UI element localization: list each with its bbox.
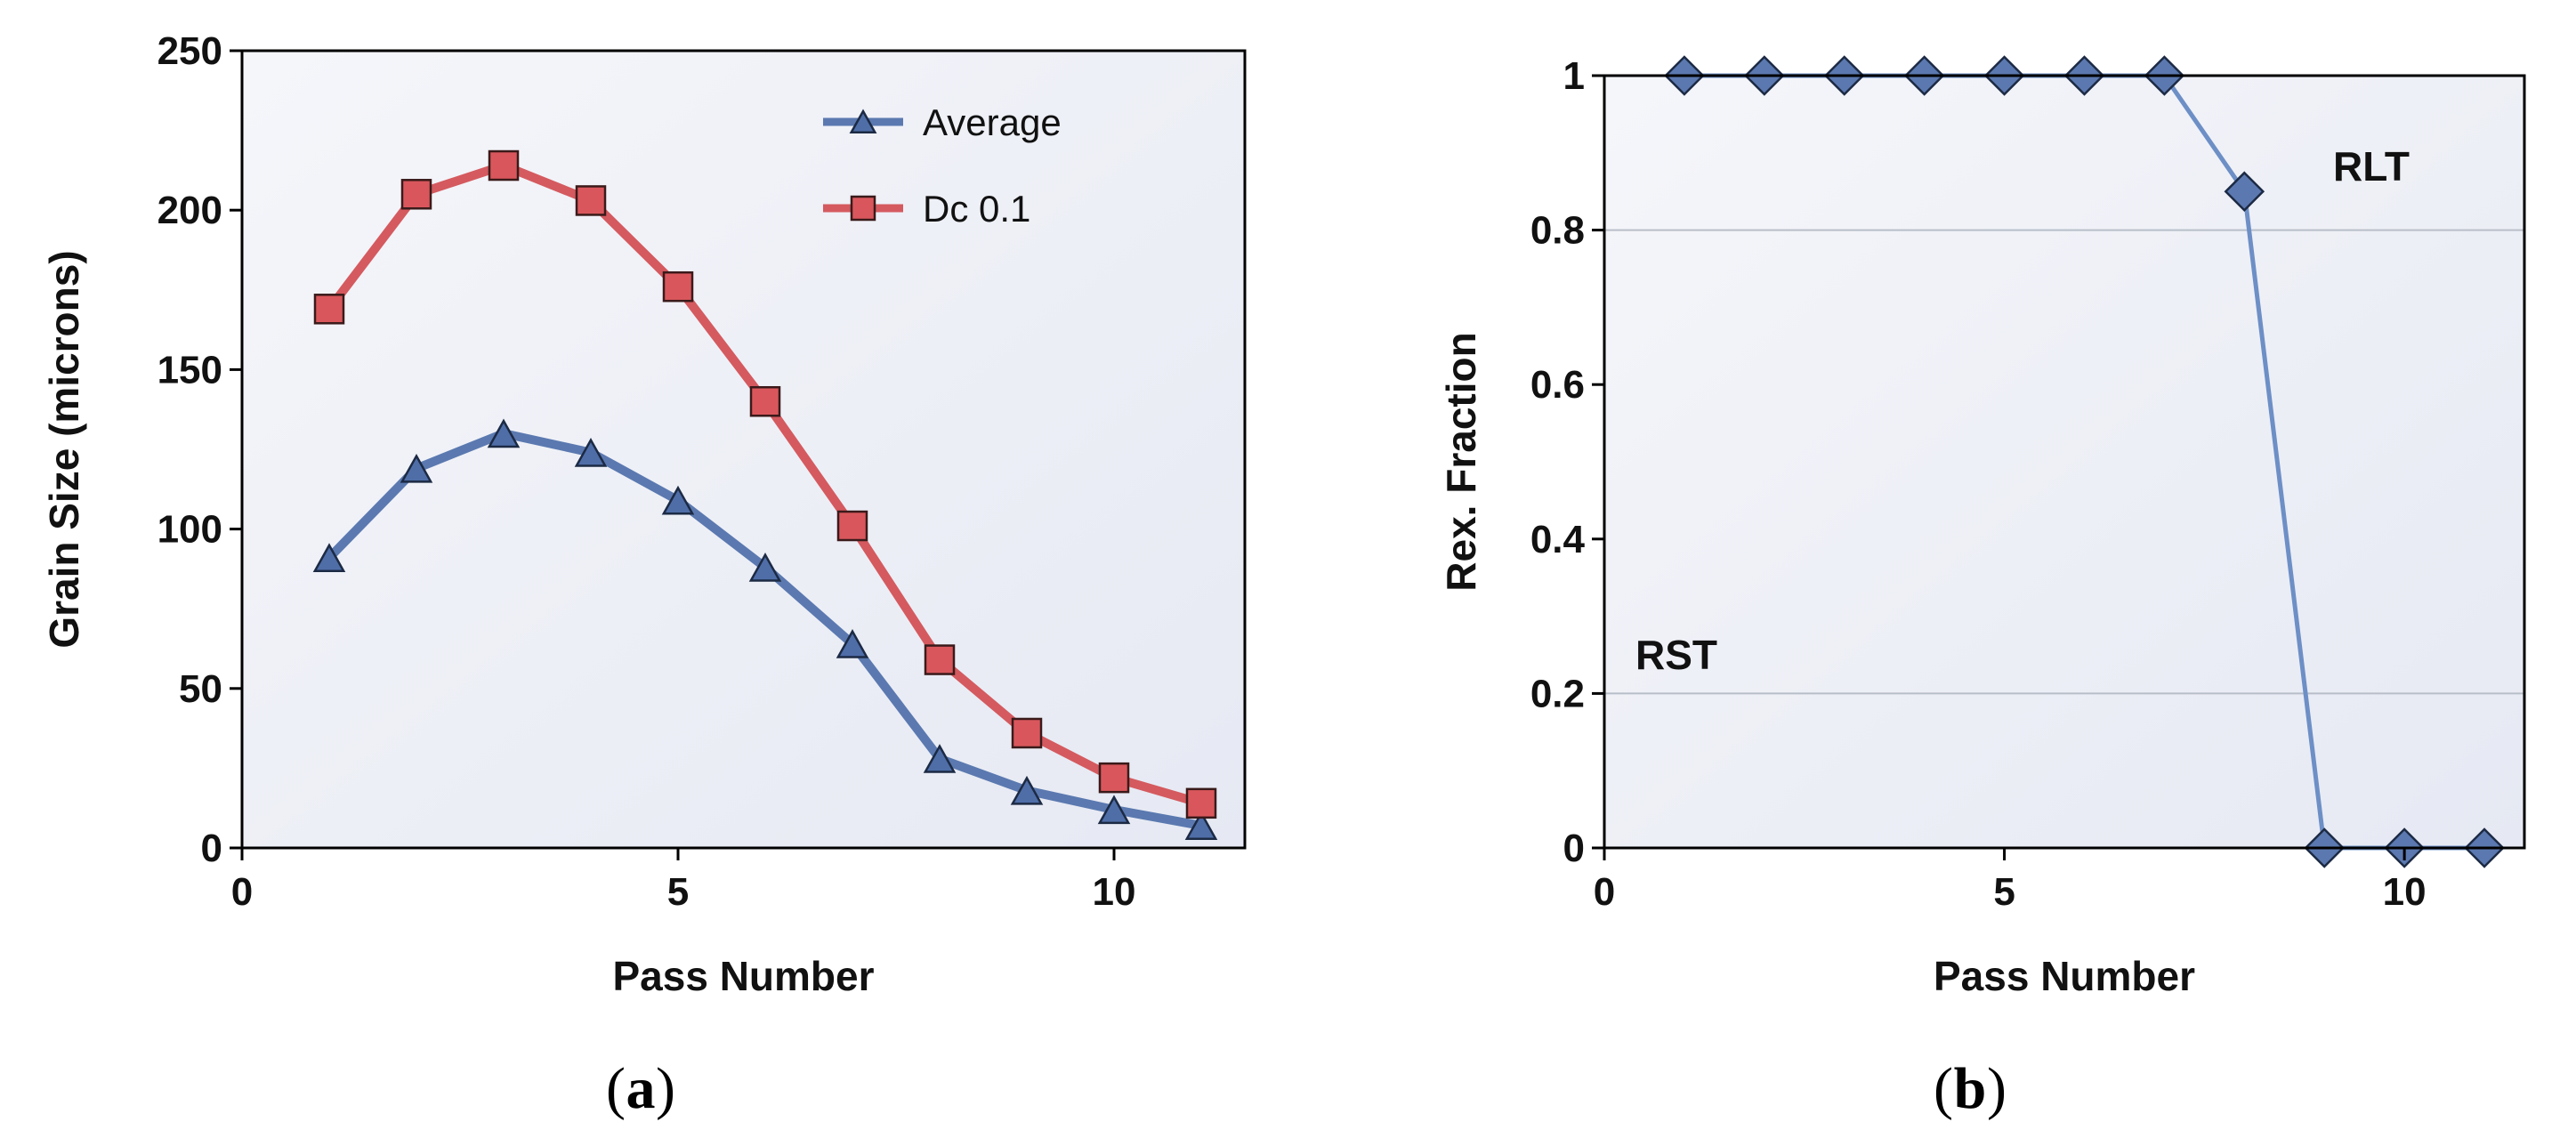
y-tick-label-a: 150 — [157, 348, 222, 391]
panel-b: 00.20.40.60.810 5 10 Pass Number Rex. Frac… — [1438, 54, 2526, 1121]
x-axis-title-b: Pass Number — [1934, 953, 2195, 999]
y-tick-label-a: 0 — [201, 827, 222, 870]
data-point-average — [1010, 775, 1044, 805]
y-tick-label-b: 0.6 — [1530, 363, 1585, 407]
data-point-dc — [836, 510, 868, 542]
caption-a: ( a ) — [606, 1056, 675, 1121]
data-point-dc — [575, 185, 607, 216]
x-tick-label-b: 5 — [1993, 870, 2015, 914]
y-tick-label-b: 1 — [1563, 54, 1585, 98]
data-point-average — [574, 438, 608, 467]
annotation-rlt: RLT — [2333, 143, 2410, 190]
y-tick-label-b: 0.8 — [1530, 209, 1585, 253]
y-tick-label-b: 0.2 — [1530, 672, 1585, 715]
plot-a-area — [242, 51, 1245, 848]
legend-marker-dc — [850, 195, 876, 222]
caption-b-close-paren: ) — [1987, 1056, 2007, 1121]
caption-b: ( b ) — [1934, 1056, 2007, 1121]
y-axis-title-a: Grain Size (microns) — [41, 250, 87, 648]
plot-b-area — [1604, 76, 2524, 848]
y-tick-label-a: 100 — [157, 508, 222, 552]
y-tick-label-a: 250 — [157, 29, 222, 73]
data-point-average — [487, 418, 521, 448]
x-tick-label-a: 5 — [667, 870, 689, 914]
data-point-dc — [488, 149, 520, 182]
caption-a-close-paren: ) — [656, 1056, 675, 1121]
data-point-average — [1097, 795, 1131, 825]
data-point-average — [836, 629, 869, 658]
data-point-average — [1184, 811, 1218, 841]
data-point-average — [312, 543, 346, 573]
panel-a: 0 50 100 150 200 250 0 5 10 Pass Number Grain Si… — [41, 29, 1247, 1121]
data-point-dc — [749, 385, 781, 417]
data-point-average — [748, 553, 782, 582]
y-tick-label-b: 0 — [1563, 827, 1585, 870]
data-point-average — [400, 453, 433, 483]
legend-a: Average Dc 0.1 — [823, 101, 1062, 230]
data-point-average — [661, 485, 695, 515]
caption-a-letter: a — [626, 1056, 656, 1121]
caption-b-open-paren: ( — [1934, 1056, 1953, 1121]
plot-b-frame — [1603, 74, 2526, 850]
x-tick-label-a: 10 — [1093, 870, 1136, 914]
data-point-dc — [1185, 787, 1217, 819]
legend-label-average: Average — [923, 101, 1062, 143]
plot-a-frame — [240, 49, 1247, 850]
data-point-dc — [313, 294, 345, 325]
x-axis-title-a: Pass Number — [612, 953, 874, 999]
data-point-average — [923, 744, 957, 773]
data-point-rex-fraction — [2224, 171, 2265, 212]
data-point-dc — [924, 644, 956, 675]
caption-b-letter: b — [1954, 1056, 1987, 1121]
y-tick-label-b: 0.4 — [1530, 518, 1586, 561]
annotation-rst: RST — [1635, 632, 1717, 678]
data-point-dc — [662, 270, 694, 303]
y-tick-label-a: 50 — [179, 667, 222, 711]
y-axis-title-b: Rex. Fraction — [1438, 332, 1484, 591]
legend-marker-average — [849, 109, 877, 134]
legend-label-dc: Dc 0.1 — [923, 188, 1030, 230]
x-tick-label-a: 0 — [231, 870, 253, 914]
data-point-dc — [1098, 762, 1130, 794]
y-tick-label-a: 200 — [157, 189, 222, 232]
x-tick-label-b: 10 — [2383, 870, 2427, 914]
data-point-dc — [400, 179, 432, 210]
data-point-dc — [1011, 717, 1043, 749]
x-tick-label-b: 0 — [1594, 870, 1615, 914]
caption-a-open-paren: ( — [606, 1056, 626, 1121]
